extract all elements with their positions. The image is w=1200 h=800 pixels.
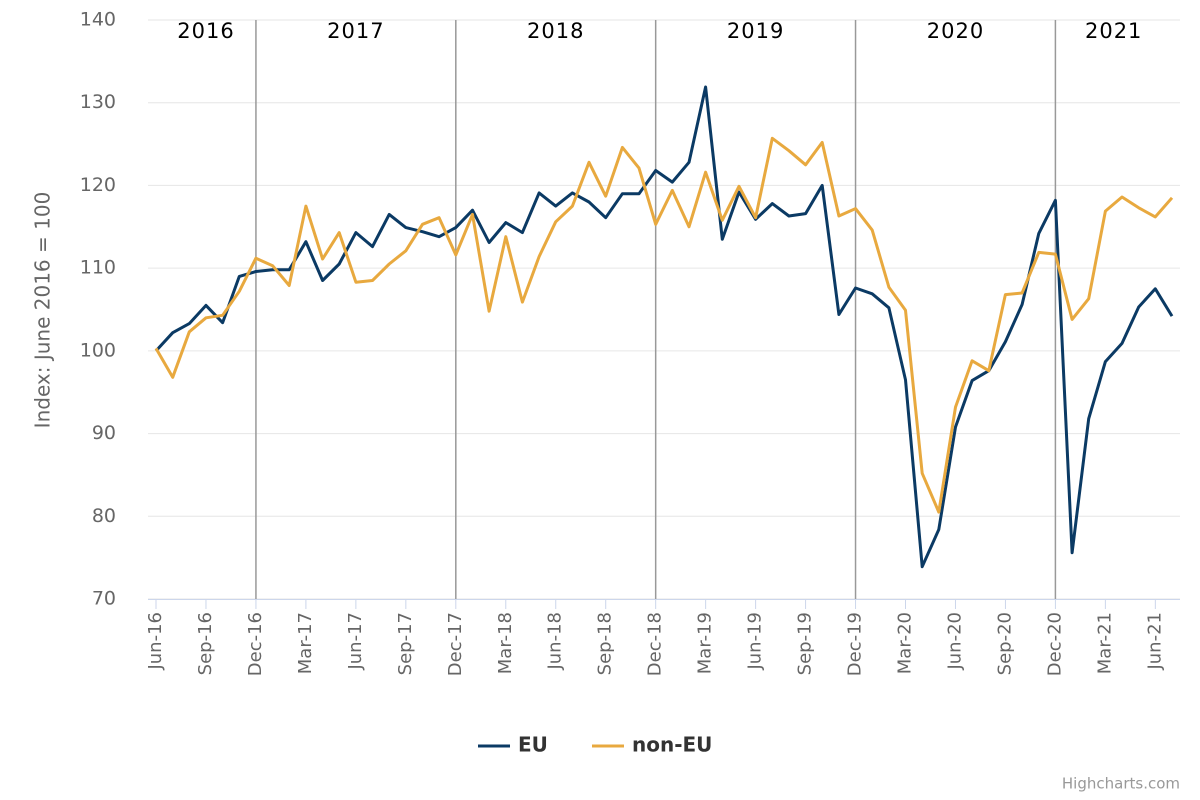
y-tick-label: 110 (80, 257, 116, 279)
x-tick-label: Mar-18 (495, 612, 516, 674)
x-tick-label: Sep-17 (395, 612, 416, 675)
x-tick-label: Sep-19 (795, 612, 816, 675)
y-tick-label: 140 (80, 9, 116, 31)
year-label: 2018 (527, 19, 584, 43)
year-label: 2017 (327, 19, 384, 43)
x-tick-label: Sep-16 (195, 612, 216, 675)
x-tick-label: Dec-17 (445, 612, 466, 676)
x-tick-label: Jun-21 (1144, 612, 1165, 671)
y-tick-label: 90 (92, 422, 116, 444)
legend-label[interactable]: non-EU (632, 733, 712, 757)
year-label: 2021 (1085, 19, 1142, 43)
x-tick-label: Sep-18 (595, 612, 616, 675)
legend-label[interactable]: EU (518, 733, 548, 757)
x-tick-label: Jun-17 (345, 612, 366, 671)
x-tick-label: Jun-20 (944, 612, 965, 671)
year-label: 2020 (927, 19, 984, 43)
y-axis-title: Index: June 2016 = 100 (31, 192, 55, 429)
x-tick-label: Dec-18 (645, 612, 666, 676)
x-tick-label: Dec-16 (245, 612, 266, 676)
x-tick-label: Dec-19 (845, 612, 866, 676)
x-tick-label: Mar-17 (295, 612, 316, 674)
year-label: 2016 (177, 19, 234, 43)
y-tick-label: 120 (80, 174, 116, 196)
x-tick-label: Mar-21 (1094, 612, 1115, 674)
x-tick-label: Jun-16 (145, 612, 166, 671)
x-tick-label: Mar-19 (695, 612, 716, 674)
y-tick-label: 70 (92, 588, 116, 610)
x-tick-label: Jun-19 (745, 612, 766, 671)
x-tick-label: Jun-18 (545, 612, 566, 671)
y-tick-label: 80 (92, 505, 116, 527)
year-label: 2019 (727, 19, 784, 43)
series-line (154, 136, 1174, 514)
x-tick-label: Dec-20 (1044, 612, 1065, 676)
x-tick-label: Sep-20 (994, 612, 1015, 675)
y-tick-label: 130 (80, 91, 116, 113)
series-line (154, 85, 1174, 569)
x-tick-label: Mar-20 (895, 612, 916, 674)
y-tick-label: 100 (80, 339, 116, 361)
credits: Highcharts.com (1062, 775, 1180, 793)
